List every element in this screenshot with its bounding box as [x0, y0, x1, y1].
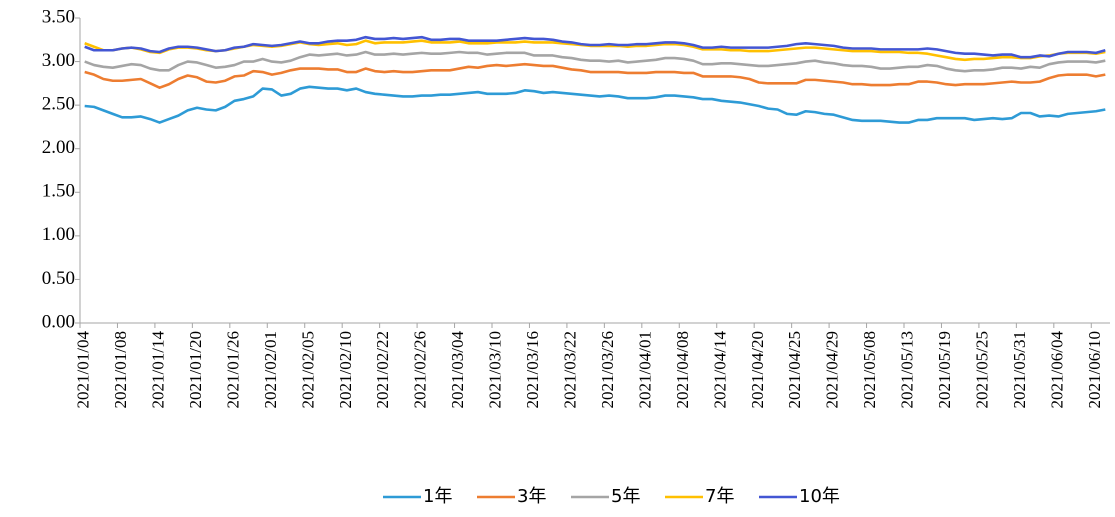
legend-label: 5年: [611, 486, 640, 507]
x-tick-label: 2021/02/22: [373, 331, 392, 408]
y-tick-label: 2.00: [42, 137, 75, 158]
y-tick-label: 2.50: [42, 94, 75, 115]
x-tick-label: 2021/01/20: [186, 331, 205, 408]
line-series: [84, 50, 1106, 73]
x-tick-label: 2021/01/26: [223, 331, 242, 408]
x-tick-label: 2021/05/31: [1010, 331, 1029, 408]
x-tick-label: 2021/05/08: [860, 331, 879, 408]
x-tick-label: 2021/01/04: [74, 331, 93, 409]
x-tick-label: 2021/03/16: [523, 331, 542, 408]
x-tick-label: 2021/05/19: [935, 331, 954, 408]
y-tick-label: 0.00: [42, 311, 75, 332]
y-tick-label: 1.50: [42, 181, 75, 202]
x-tick-label: 2021/04/20: [748, 331, 767, 408]
line-series: [84, 85, 1106, 124]
x-tick-label: 2021/06/10: [1085, 331, 1104, 408]
y-tick-label: 1.00: [42, 224, 75, 245]
x-tick-label: 2021/02/10: [336, 331, 355, 408]
x-tick-label: 2021/03/10: [486, 331, 505, 408]
x-tick-label: 2021/03/26: [598, 331, 617, 408]
x-tick-label: 2021/02/05: [298, 331, 317, 408]
x-tick-label: 2021/02/01: [261, 331, 280, 408]
x-tick-label: 2021/06/04: [1047, 331, 1066, 409]
legend-label: 1年: [423, 486, 452, 507]
y-tick-label: 0.50: [42, 268, 75, 289]
x-tick-label: 2021/01/08: [111, 331, 130, 408]
x-tick-label: 2021/02/26: [411, 331, 430, 408]
x-tick-label: 2021/01/14: [148, 331, 167, 409]
legend-label: 10年: [799, 486, 840, 507]
x-tick-label: 2021/04/25: [785, 331, 804, 408]
x-tick-label: 2021/05/13: [898, 331, 917, 408]
legend-label: 3年: [517, 486, 546, 507]
x-tick-label: 2021/03/04: [448, 331, 467, 409]
legend-label: 7年: [705, 486, 734, 507]
line-series: [84, 39, 1106, 62]
y-tick-label: 3.50: [42, 6, 75, 27]
x-tick-label: 2021/04/08: [673, 331, 692, 408]
x-tick-label: 2021/05/25: [972, 331, 991, 408]
line-series: [84, 62, 1106, 90]
y-tick-label: 3.00: [42, 50, 75, 71]
x-tick-label: 2021/03/22: [560, 331, 579, 408]
line-series: [84, 35, 1106, 59]
x-tick-label: 2021/04/01: [635, 331, 654, 408]
x-tick-label: 2021/04/14: [710, 331, 729, 409]
x-tick-label: 2021/04/29: [823, 331, 842, 408]
